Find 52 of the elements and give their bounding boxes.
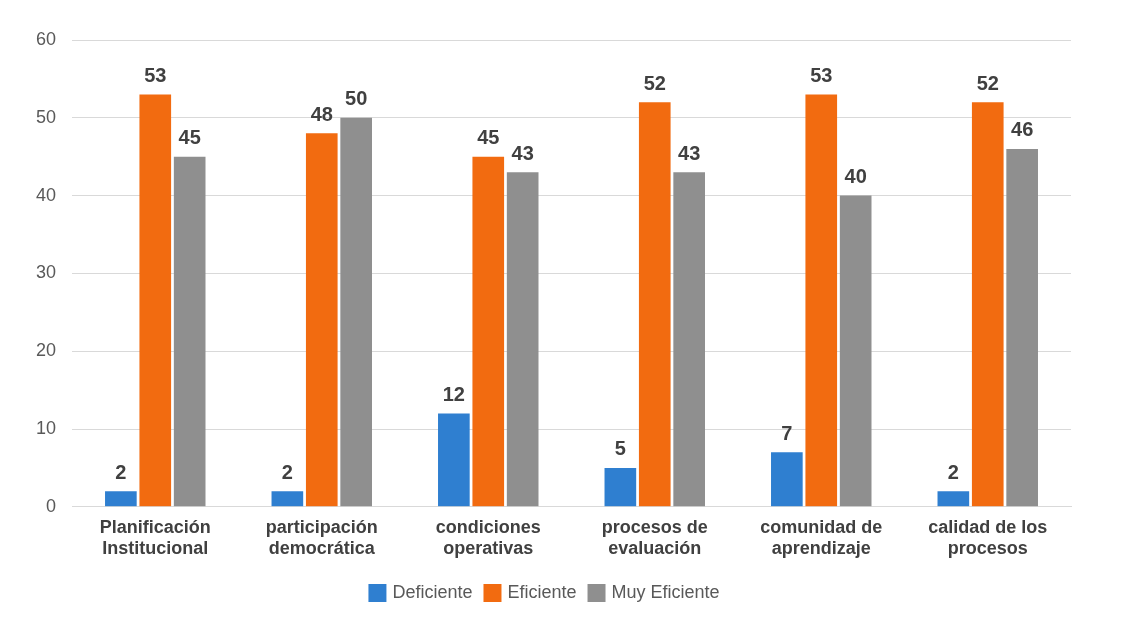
x-tick-label: condiciones operativas [435, 516, 541, 559]
x-tick-label: procesos de evaluación [601, 516, 708, 559]
bar [1006, 148, 1038, 507]
x-tick-label: calidad de los procesos [928, 516, 1048, 559]
bar [673, 172, 705, 507]
data-label: 52 [976, 71, 999, 94]
bar [638, 102, 671, 507]
data-label: 48 [310, 102, 333, 125]
data-label: 12 [442, 382, 465, 405]
y-tick-label: 10 [35, 417, 57, 438]
bar [506, 172, 539, 507]
bar [971, 102, 1004, 507]
bar [604, 467, 637, 507]
data-label: 53 [810, 63, 833, 86]
x-tick-label: comunidad de aprendizaje [760, 516, 883, 559]
bar [271, 491, 304, 507]
y-tick-label: 60 [35, 28, 57, 49]
bar [139, 94, 172, 507]
bar [305, 133, 338, 507]
data-label: 2 [947, 460, 959, 483]
bar [173, 156, 206, 507]
data-label: 5 [614, 437, 626, 460]
data-label: 40 [844, 165, 867, 188]
data-label: 45 [477, 126, 500, 149]
y-tick-label: 40 [35, 184, 57, 205]
legend-label: Deficiente [392, 581, 473, 602]
x-tick-label: Planificación Institucional [99, 516, 211, 559]
bar [438, 413, 470, 507]
bar [472, 156, 505, 507]
data-label: 43 [511, 141, 534, 164]
data-label: 50 [345, 87, 368, 110]
data-label: 2 [281, 460, 293, 483]
y-tick-label: 0 [46, 495, 57, 516]
data-label: 52 [643, 71, 666, 94]
bar [105, 491, 137, 507]
bar [937, 491, 970, 507]
bar [340, 117, 372, 507]
data-label: 45 [178, 126, 201, 149]
bar [805, 94, 838, 507]
data-label: 53 [144, 63, 167, 86]
bar [839, 195, 872, 507]
y-tick-label: 30 [35, 262, 57, 283]
legend-label: Eficiente [507, 581, 577, 602]
legend-label: Muy Eficiente [611, 581, 720, 602]
y-tick-label: 20 [35, 340, 57, 361]
x-tick-label: participación democrática [265, 516, 378, 559]
y-tick-label: 50 [35, 106, 57, 127]
data-label: 46 [1011, 118, 1034, 141]
data-label: 7 [781, 421, 793, 444]
data-label: 43 [678, 141, 701, 164]
data-label: 2 [115, 460, 127, 483]
bar [771, 452, 803, 507]
